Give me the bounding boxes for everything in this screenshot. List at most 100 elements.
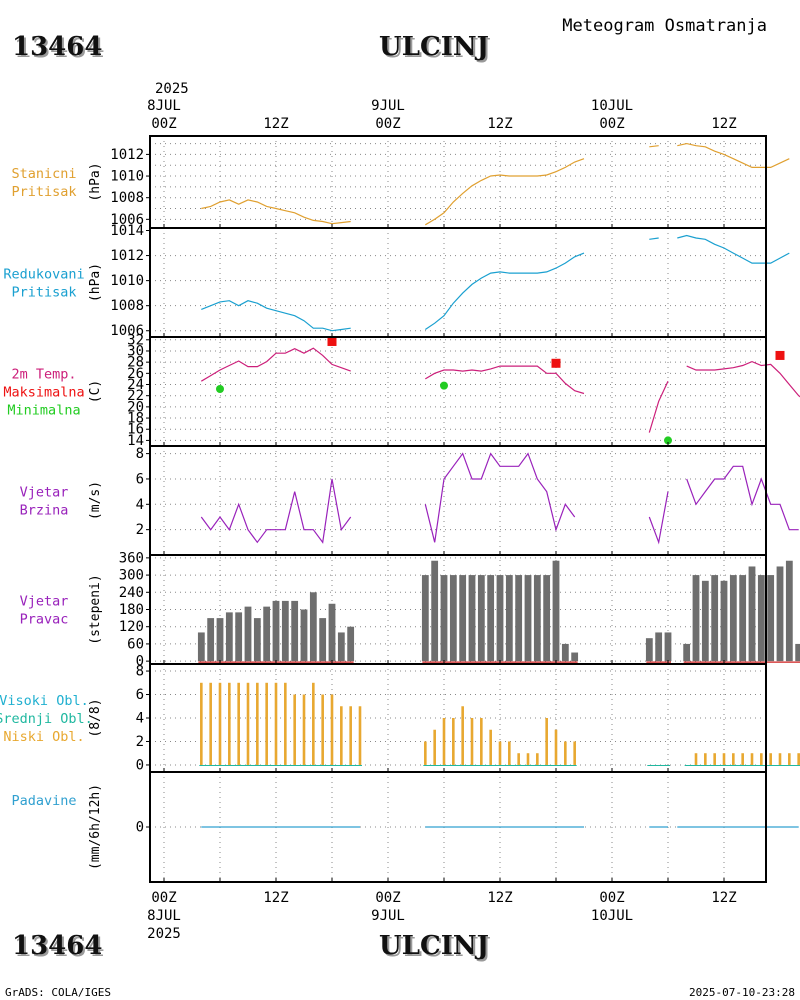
bar-clouds [274,682,278,765]
series-line-wind_speed [200,478,352,544]
tmax-marker [551,358,561,368]
bottom-year-label: 2025 [147,926,181,942]
series-line-reduced_pressure [201,300,351,332]
side-label-reduced_pressure: Redukovani [3,267,84,283]
series-line-temperature [424,365,585,395]
series-line-temperature [686,360,800,398]
footer-station-id-shadow: 13464 [14,933,104,963]
bar-wind_direction [319,618,327,662]
panel-precipitation: 0 (mm/6h/12h) Padavine [11,771,799,883]
bar-wind_direction [272,600,280,662]
bar-wind_direction [533,575,541,662]
y-tick-label: 1014 [110,223,144,239]
bar-clouds [442,718,446,765]
bar-clouds [424,741,427,765]
bar-clouds [284,682,287,765]
side-label-wind_direction: Pravac [20,612,69,628]
y-tick-label: 6 [136,687,144,703]
y-tick-label: 8 [136,664,144,680]
bar-clouds [554,729,558,765]
bar-wind_direction [776,566,784,662]
top-hour-label: 00Z [151,116,176,132]
y-axis-label: (mm/6h/12h) [88,784,103,870]
top-hour-label: 00Z [599,116,624,132]
bar-clouds [461,706,464,765]
bar-wind_direction [337,632,345,662]
y-tick-label: 4 [136,711,144,727]
bar-wind_direction [487,575,495,662]
panel-frame [149,554,767,665]
bar-clouds [797,753,800,765]
station-name-shadow: ULCINJ [381,34,491,64]
y-axis-label: (m/s) [88,481,103,520]
bar-wind_direction [291,600,299,662]
y-tick-label: 2 [136,734,144,750]
station-id-shadow: 13464 [14,34,104,64]
top-hour-label: 12Z [711,116,736,132]
y-tick-label: 6 [136,471,144,487]
top-year-label: 2025 [155,81,189,97]
bar-wind_direction [543,575,551,662]
bar-wind_direction [711,575,719,662]
bar-clouds [218,682,222,765]
bar-clouds [694,753,698,765]
side-label-clouds: Visoki Obl. [0,693,89,709]
y-tick-label: 1006 [110,323,144,339]
y-tick-label: 360 [119,550,144,566]
bar-wind_direction [449,575,457,662]
panel-frame [149,336,767,447]
bar-clouds [769,753,772,765]
y-tick-label: 4 [136,497,144,513]
tmax-marker [327,336,337,346]
bar-wind_direction [664,632,672,662]
tmin-marker [440,381,448,390]
bottom-date-label: 10JUL [591,908,633,924]
panel-wind_speed: 2 4 6 8 (m/s) Vjetar Brzina [20,445,799,556]
series-line-wind_speed [424,452,576,543]
bar-wind_direction [253,618,261,662]
bar-clouds [704,753,707,765]
bar-wind_direction [701,580,709,662]
bar-clouds [788,753,791,765]
bar-clouds [293,694,296,765]
y-tick-label: 1008 [110,190,144,206]
bar-wind_direction [645,638,653,662]
bar-wind_direction [505,575,513,662]
tmin-marker [216,384,224,393]
bottom-date-label: 8JUL [147,908,181,924]
series-line-reduced_pressure [649,237,659,240]
footer-station-id: 13464 [12,931,102,961]
y-tick-label: 0 [136,757,144,773]
y-tick-label: 26 [127,366,144,382]
top-hour-label: 00Z [375,116,400,132]
y-tick-label: 20 [127,399,144,415]
y-tick-label: 0 [136,820,144,836]
side-label-temperature: 2m Temp. [11,367,76,383]
side-label-station_pressure: Pritisak [11,184,76,200]
bar-clouds [228,682,231,765]
y-axis-label: (hPa) [88,162,103,201]
bar-clouds [452,718,455,765]
series-line-station_pressure [677,142,790,168]
y-tick-label: 0 [136,654,144,670]
panel-frame [149,135,767,229]
bar-clouds [470,718,474,765]
y-axis-label: (8/8) [88,698,103,737]
bottom-hour-label: 12Z [711,890,736,906]
side-label-wind_direction: Vjetar [20,594,69,610]
y-tick-label: 28 [127,355,144,371]
bar-clouds [358,706,362,765]
side-label-temperature: Maksimalna [3,385,84,401]
bar-wind_direction [767,575,775,662]
bottom-hour-label: 00Z [151,890,176,906]
series-line-reduced_pressure [677,234,790,264]
series-line-reduced_pressure [424,252,585,330]
bar-wind_direction [757,575,765,662]
y-tick-label: 180 [119,602,144,618]
bar-wind_direction [328,603,336,662]
bar-wind_direction [263,606,271,662]
side-label-temperature: Minimalna [7,403,80,419]
bottom-hour-label: 12Z [263,890,288,906]
bar-wind_direction [225,612,233,662]
